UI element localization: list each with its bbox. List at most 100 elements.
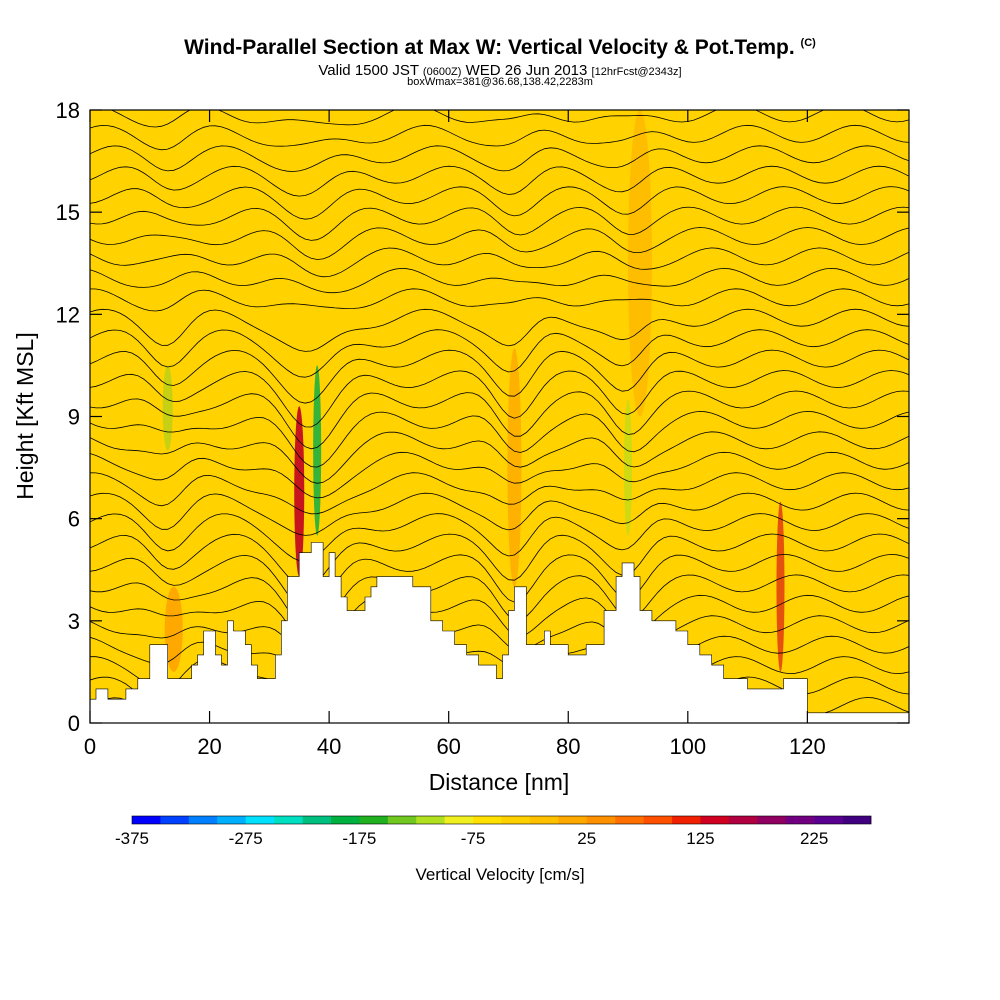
- colorbar-swatch: [785, 816, 815, 824]
- theta-contour: [90, 390, 909, 450]
- theta-contour: [90, 615, 909, 668]
- colorbar-tick-label: -75: [461, 829, 486, 848]
- velocity-streak: [164, 586, 183, 672]
- theta-contour: [90, 594, 909, 652]
- colorbar-tick-label: -275: [229, 829, 263, 848]
- colorbar-swatch: [302, 816, 332, 824]
- axes: 0 20 40 60 80 100 120 0 3 6 9 12 15 18: [56, 98, 909, 759]
- x-tick-label: 40: [317, 734, 341, 759]
- theta-contour: [90, 267, 909, 294]
- colorbar-swatch: [586, 816, 616, 824]
- theta-contour: [110, 110, 909, 128]
- colorbar-swatch: [444, 816, 474, 824]
- y-axis-label: Height [Kft MSL]: [12, 332, 38, 499]
- colorbar-swatch: [757, 816, 787, 824]
- colorbar-swatch: [672, 816, 701, 824]
- colorbar: -375 -275 -175 -75 25 125 225: [115, 815, 872, 848]
- valid-time-line: Valid 1500 JST (0600Z) WED 26 Jun 2013 […: [0, 62, 1000, 79]
- theta-contour: [90, 410, 909, 468]
- colorbar-tick-label: 225: [800, 829, 828, 848]
- theta-contour: [90, 492, 909, 536]
- plot-background: [90, 110, 909, 723]
- x-tick-label: 100: [669, 734, 706, 759]
- theta-contour: [90, 288, 909, 312]
- theta-contour: [90, 513, 909, 562]
- velocity-streak: [162, 365, 173, 451]
- theta-contour: [90, 431, 909, 484]
- theta-contour: [90, 186, 909, 220]
- theta-contour: [90, 308, 909, 352]
- copyright-mark: (C): [800, 37, 816, 49]
- x-axis-label: Distance [nm]: [429, 769, 570, 795]
- theta-contour: [90, 329, 909, 378]
- colorbar-swatch: [529, 816, 559, 824]
- chart-title: Wind-Parallel Section at Max W: Vertical…: [0, 36, 1000, 60]
- colorbar-label: Vertical Velocity [cm/s]: [415, 865, 584, 884]
- velocity-streak: [294, 406, 305, 577]
- colorbar-swatch: [330, 816, 360, 824]
- colorbar-swatch: [558, 816, 588, 824]
- colorbar-tick-label: 25: [577, 829, 596, 848]
- colorbar-swatch: [643, 816, 673, 824]
- terrain-mask: [89, 542, 910, 724]
- velocity-streak: [507, 348, 522, 587]
- valid-utc: (0600Z): [422, 66, 462, 78]
- theta-contour: [90, 227, 909, 260]
- colorbar-swatch: [615, 816, 644, 824]
- colorbar-tick-label: 125: [686, 829, 714, 848]
- box-wmax-line: boxWmax=381@36.68,138.42,2283m: [407, 76, 593, 88]
- colorbar-swatch: [387, 816, 417, 824]
- valid-date: WED 26 Jun 2013: [465, 62, 588, 79]
- theta-contour: [90, 635, 909, 683]
- theta-contour: [90, 451, 909, 499]
- colorbar-swatch: [728, 816, 758, 824]
- x-tick-label: 20: [197, 734, 221, 759]
- colorbar-swatch: [274, 816, 303, 824]
- colorbar-swatch: [217, 816, 246, 824]
- velocity-streak: [627, 110, 652, 417]
- theta-contour: [90, 247, 909, 278]
- colorbar-swatch: [473, 816, 502, 824]
- x-tick-label: 120: [789, 734, 826, 759]
- colorbar-swatch: [132, 816, 161, 824]
- y-tick-label: 9: [68, 405, 80, 430]
- colorbar-swatch: [416, 816, 445, 824]
- y-tick-label: 6: [68, 507, 80, 532]
- colorbar-swatch: [501, 816, 531, 824]
- theta-contour: [90, 370, 909, 428]
- theta-contour: [90, 206, 909, 241]
- theta-contour: [90, 349, 909, 404]
- y-tick-label: 18: [56, 98, 80, 123]
- colorbar-swatch: [160, 816, 190, 824]
- y-tick-label: 12: [56, 302, 80, 327]
- forecast-info: [12hrFcst@2343z]: [591, 66, 682, 78]
- y-tick-label: 3: [68, 609, 80, 634]
- theta-contour: [90, 145, 909, 172]
- y-tick-label: 15: [56, 200, 80, 225]
- theta-contour: [90, 574, 909, 634]
- y-tick-label: 0: [68, 711, 80, 736]
- colorbar-swatch: [814, 816, 843, 824]
- colorbar-swatch: [359, 816, 389, 824]
- colorbar-tick-label: -375: [115, 829, 149, 848]
- theta-contour: [90, 553, 909, 612]
- x-tick-label: 80: [556, 734, 580, 759]
- theta-contour: [90, 472, 909, 515]
- colorbar-swatch: [245, 816, 275, 824]
- colorbar-swatch: [188, 816, 218, 824]
- x-tick-label: 0: [84, 734, 96, 759]
- velocity-streak: [776, 501, 785, 672]
- valid-time: Valid 1500 JST: [318, 62, 419, 79]
- x-tick-label: 60: [436, 734, 460, 759]
- theta-contour: [90, 533, 909, 588]
- velocity-streak: [624, 399, 633, 536]
- theta-contour: [90, 124, 909, 151]
- colorbar-swatch: [842, 816, 872, 824]
- theta-contour: [90, 165, 909, 197]
- colorbar-frame: [131, 815, 872, 825]
- velocity-streak: [313, 365, 322, 536]
- chart-title-text: Wind-Parallel Section at Max W: Vertical…: [184, 36, 795, 59]
- colorbar-swatch: [700, 816, 730, 824]
- colorbar-tick-label: -175: [342, 829, 376, 848]
